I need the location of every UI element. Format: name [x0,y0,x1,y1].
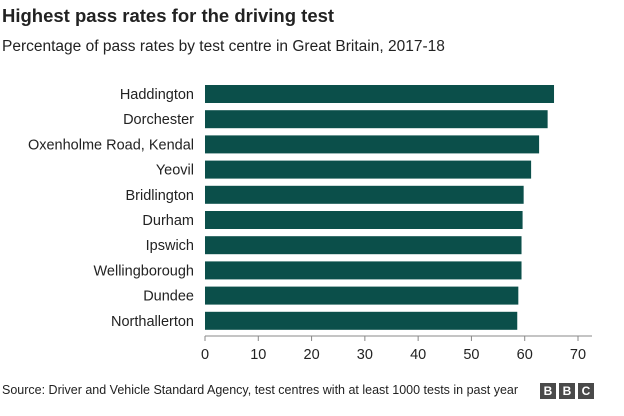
category-label: Ipswich [146,238,194,254]
category-label: Northallerton [111,314,194,330]
bar [205,261,522,280]
category-label: Oxenholme Road, Kendal [28,137,194,153]
bars-group [205,85,555,330]
chart-title: Highest pass rates for the driving test [2,5,335,26]
x-tick-label: 50 [463,347,479,363]
x-tick-label: 40 [410,347,426,363]
logo-letter-1: B [540,383,556,399]
category-label: Haddington [120,87,194,103]
bar [205,286,519,305]
bar [205,211,523,229]
category-label: Dorchester [123,112,194,128]
bar [205,160,532,179]
category-labels: Haddington Dorchester Oxenholme Road, Kend… [28,87,194,330]
bar [205,236,522,255]
category-label: Durham [142,213,194,229]
bar [205,185,524,204]
category-label: Dundee [143,289,194,305]
x-tick-label: 60 [517,347,533,363]
chart-subtitle: Percentage of pass rates by test centre … [2,38,445,55]
bar [205,110,548,129]
logo-letter-3: C [578,383,594,399]
logo-letter-2: B [559,383,575,399]
bbc-logo: B B C [540,383,594,399]
category-label: Yeovil [156,163,194,179]
x-axis-ticks: 0 10 20 30 40 50 60 70 [201,336,586,363]
source-note: Source: Driver and Vehicle Standard Agen… [2,383,519,397]
bar [205,311,518,330]
bar [205,135,540,154]
x-tick-label: 10 [250,347,266,363]
category-label: Wellingborough [94,263,195,279]
x-tick-label: 0 [201,347,209,363]
category-label: Bridlington [125,188,194,204]
x-tick-label: 70 [570,347,586,363]
bar [205,85,555,103]
x-tick-label: 20 [304,347,320,363]
x-tick-label: 30 [357,347,373,363]
